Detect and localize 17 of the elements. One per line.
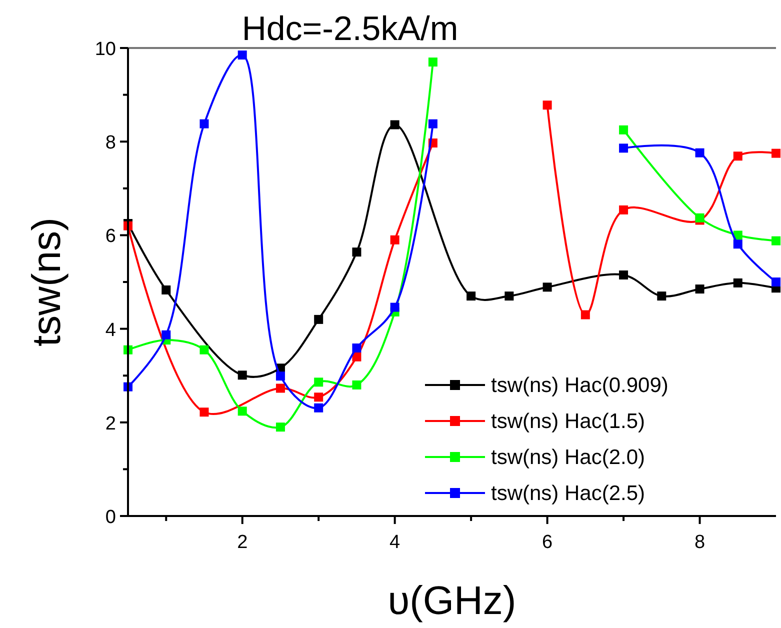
legend-label: tsw(ns) Hac(1.5): [491, 410, 646, 433]
x-tick-label: 6: [542, 532, 553, 553]
y-axis-title: tsw(ns): [25, 218, 69, 346]
y-tick-label: 0: [105, 507, 116, 528]
chart-title: Hdc=-2.5kA/m: [242, 10, 458, 48]
legend-label: tsw(ns) Hac(2.0): [491, 446, 646, 469]
y-tick-label: 6: [105, 226, 116, 248]
y-tick-label: 10: [94, 39, 116, 60]
legend-label: tsw(ns) Hac(2.5): [491, 482, 646, 505]
y-tick-label: 2: [105, 413, 116, 434]
legend-label: tsw(ns) Hac(0.909): [491, 374, 668, 397]
x-tick-label: 8: [694, 532, 706, 553]
x-tick-label: 2: [237, 532, 248, 553]
y-tick-label: 4: [105, 320, 116, 341]
y-tick-label: 8: [105, 132, 116, 154]
x-axis-title: υ(GHz): [388, 579, 516, 623]
x-tick-label: 4: [390, 532, 401, 553]
